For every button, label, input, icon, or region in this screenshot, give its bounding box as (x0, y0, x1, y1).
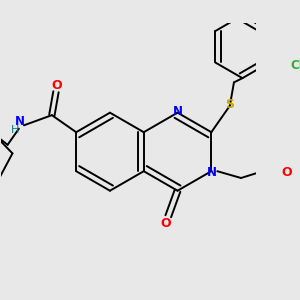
Text: S: S (225, 98, 234, 111)
Text: O: O (52, 79, 62, 92)
Text: N: N (172, 105, 182, 118)
Text: N: N (15, 115, 25, 128)
Text: Cl: Cl (290, 59, 300, 72)
Text: N: N (207, 166, 217, 178)
Text: H: H (11, 124, 20, 135)
Text: O: O (281, 166, 292, 178)
Text: O: O (160, 217, 171, 230)
